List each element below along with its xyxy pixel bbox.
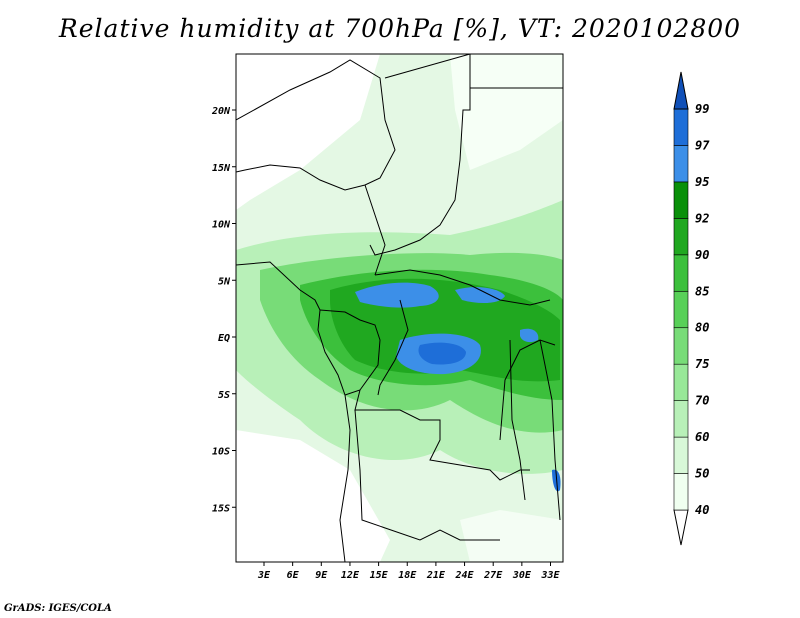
lon-tick-label: 3E [257,570,271,581]
lat-tick-label: 15S [212,503,230,514]
credit-label: GrADS: IGES/COLA [4,603,112,614]
lon-tick-label: 21E [426,570,446,581]
colorbar-label: 95 [695,175,709,189]
colorbar-band [673,436,689,474]
colorbar-label: 60 [695,430,709,444]
lon-tick-label: 6E [287,570,300,581]
lat-tick-label: 5S [218,390,230,401]
latitude-axis: 20N 15N 10N 5N EQ 5S 10S 15S [211,106,236,514]
lat-tick-label: 20N [211,106,231,117]
longitude-axis: 3E 6E 9E 12E 15E 18E 21E 24E 27E 30E 33E [257,562,561,581]
lat-tick-label: 10N [212,220,231,231]
colorbar-band [673,218,689,256]
chart-title: Relative humidity at 700hPa [%], VT: 202… [58,14,742,43]
colorbar-label: 90 [695,248,709,262]
colorbar-label: 80 [695,321,709,335]
lon-tick-label: 30E [512,570,532,581]
colorbar: 40 50 60 70 75 80 85 90 92 95 97 99 [673,71,710,546]
lon-tick-label: 33E [540,570,560,581]
lon-tick-label: 15E [370,570,389,581]
colorbar-band [673,473,689,511]
lat-tick-label: EQ [218,333,230,344]
humidity-field [236,54,563,562]
lat-tick-label: 5N [218,276,231,287]
colorbar-label: 85 [695,284,709,298]
map-frame [235,53,564,563]
colorbar-band [673,108,689,146]
lon-tick-label: 24E [455,570,475,581]
colorbar-label: 70 [695,394,709,408]
colorbar-band [673,290,689,329]
colorbar-label: 97 [695,138,710,152]
colorbar-band [673,254,689,292]
country-boundaries [236,54,563,562]
lat-tick-label: 10S [212,447,230,458]
lon-tick-label: 18E [398,570,417,581]
colorbar-label: 50 [695,467,709,481]
colorbar-band [673,363,689,401]
colorbar-label: 75 [695,357,709,371]
lon-tick-label: 9E [315,570,328,581]
lon-tick-label: 12E [341,570,360,581]
colorbar-label: 92 [695,211,709,225]
colorbar-band [673,181,689,219]
colorbar-high-arrow [673,71,689,110]
colorbar-band [673,327,689,365]
lat-tick-label: 15N [212,163,231,174]
colorbar-band [673,400,689,438]
colorbar-label: 40 [695,503,709,517]
colorbar-label: 99 [695,102,709,116]
colorbar-low-arrow [673,509,689,546]
colorbar-band [673,145,689,183]
lon-tick-label: 27E [483,570,503,581]
